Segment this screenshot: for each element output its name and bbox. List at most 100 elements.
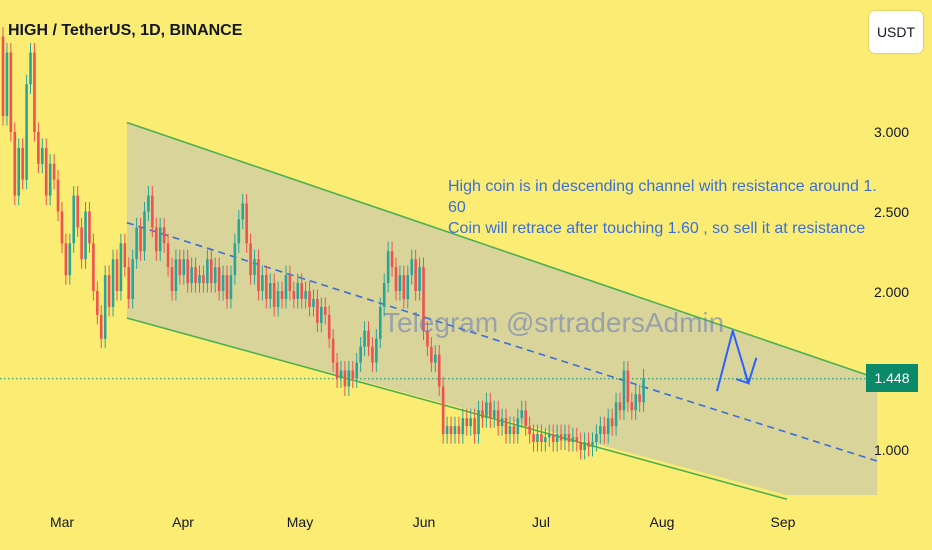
candle-body bbox=[465, 418, 469, 427]
candle-body bbox=[323, 306, 327, 315]
candle-body bbox=[186, 259, 190, 284]
candle-body bbox=[44, 147, 48, 196]
candle-body bbox=[508, 426, 512, 435]
candle-body bbox=[457, 426, 461, 435]
candle-body bbox=[618, 402, 622, 411]
candle-body bbox=[29, 52, 32, 85]
watermark: Telegram @srtradersAdmin bbox=[383, 307, 725, 338]
candle-body bbox=[280, 291, 284, 299]
candle-body bbox=[72, 195, 76, 244]
candle-body bbox=[599, 426, 602, 435]
candle-body bbox=[512, 426, 516, 435]
candle-body bbox=[60, 211, 64, 244]
candle-body bbox=[48, 163, 52, 196]
channel-lower-line bbox=[126, 317, 788, 501]
candle-body bbox=[308, 291, 311, 307]
x-tick-apr: Apr bbox=[172, 514, 194, 530]
candle-body bbox=[367, 330, 370, 347]
candle-body bbox=[158, 227, 162, 252]
candle-body bbox=[174, 259, 178, 291]
candle-body bbox=[320, 306, 323, 323]
candle-body bbox=[634, 394, 638, 411]
candle-body bbox=[327, 314, 331, 339]
candle-body bbox=[626, 370, 630, 403]
candle-body bbox=[225, 275, 229, 299]
x-tick-aug: Aug bbox=[649, 514, 675, 530]
candle-body bbox=[316, 298, 319, 323]
candle-body bbox=[449, 426, 453, 435]
candle-body bbox=[182, 259, 186, 276]
candle-body bbox=[430, 346, 433, 363]
candle-body bbox=[221, 275, 225, 291]
candle-body bbox=[516, 418, 520, 435]
candle-body bbox=[485, 402, 488, 419]
candle-body bbox=[237, 219, 241, 244]
candle-body bbox=[233, 243, 237, 276]
candle-body bbox=[170, 267, 174, 291]
candle-body bbox=[37, 132, 40, 164]
candle-body bbox=[382, 283, 386, 307]
candle-body bbox=[1, 36, 5, 117]
candle-body bbox=[76, 195, 79, 228]
x-tick-jul: Jul bbox=[532, 514, 550, 530]
candle-body bbox=[410, 259, 414, 276]
candle-body bbox=[84, 211, 87, 260]
candle-body bbox=[64, 243, 68, 276]
candle-body bbox=[103, 275, 107, 339]
candle-body bbox=[151, 195, 154, 228]
candle-body bbox=[445, 426, 449, 435]
projection-arrowhead bbox=[736, 370, 751, 385]
x-tick-mar: Mar bbox=[49, 514, 75, 530]
candle-body bbox=[500, 418, 504, 427]
candle-body bbox=[492, 410, 496, 419]
candle-body bbox=[418, 267, 421, 291]
candle-body bbox=[536, 434, 539, 443]
currency-button[interactable]: USDT bbox=[869, 11, 923, 53]
candle-body bbox=[551, 434, 555, 443]
candle-body bbox=[355, 362, 358, 379]
candle-body bbox=[217, 267, 221, 291]
candle-body bbox=[288, 275, 292, 291]
candle-body bbox=[5, 52, 9, 117]
y-tick-2000: 2.000 bbox=[874, 284, 910, 300]
candle-body bbox=[166, 243, 170, 268]
candle-body bbox=[198, 275, 201, 284]
candle-body bbox=[107, 275, 111, 307]
candle-body bbox=[265, 275, 268, 299]
candle-body bbox=[300, 283, 303, 299]
candle-body bbox=[96, 291, 99, 315]
candle-body bbox=[595, 434, 598, 443]
candle-body bbox=[272, 283, 276, 307]
candle-body bbox=[426, 330, 429, 347]
candle-body bbox=[268, 283, 272, 299]
candle-body bbox=[528, 426, 531, 435]
candle-body bbox=[583, 442, 586, 450]
candle-body bbox=[524, 410, 527, 427]
candle-body bbox=[359, 346, 362, 363]
candle-body bbox=[119, 243, 123, 291]
chart-title: HIGH / TetherUS, 1D, BINANCE bbox=[8, 22, 243, 39]
candle-body bbox=[241, 203, 245, 220]
candle-body bbox=[461, 418, 465, 435]
candle-body bbox=[547, 434, 551, 438]
candle-body bbox=[139, 227, 142, 252]
candle-body bbox=[347, 370, 351, 387]
candle-body bbox=[13, 132, 17, 196]
candle-body bbox=[135, 227, 138, 260]
x-tick-sep: Sep bbox=[770, 514, 796, 530]
candle-body bbox=[343, 370, 347, 387]
candle-body bbox=[17, 147, 21, 196]
candle-body bbox=[579, 442, 583, 450]
candle-body bbox=[390, 251, 394, 268]
candle-body bbox=[284, 275, 288, 299]
candle-body bbox=[209, 259, 213, 284]
candle-body bbox=[402, 275, 406, 299]
candle-body bbox=[21, 147, 24, 180]
candle-body bbox=[555, 434, 559, 443]
candle-body bbox=[394, 267, 398, 291]
candle-body bbox=[437, 354, 441, 387]
candle-body bbox=[642, 378, 645, 403]
candle-body bbox=[41, 147, 44, 164]
